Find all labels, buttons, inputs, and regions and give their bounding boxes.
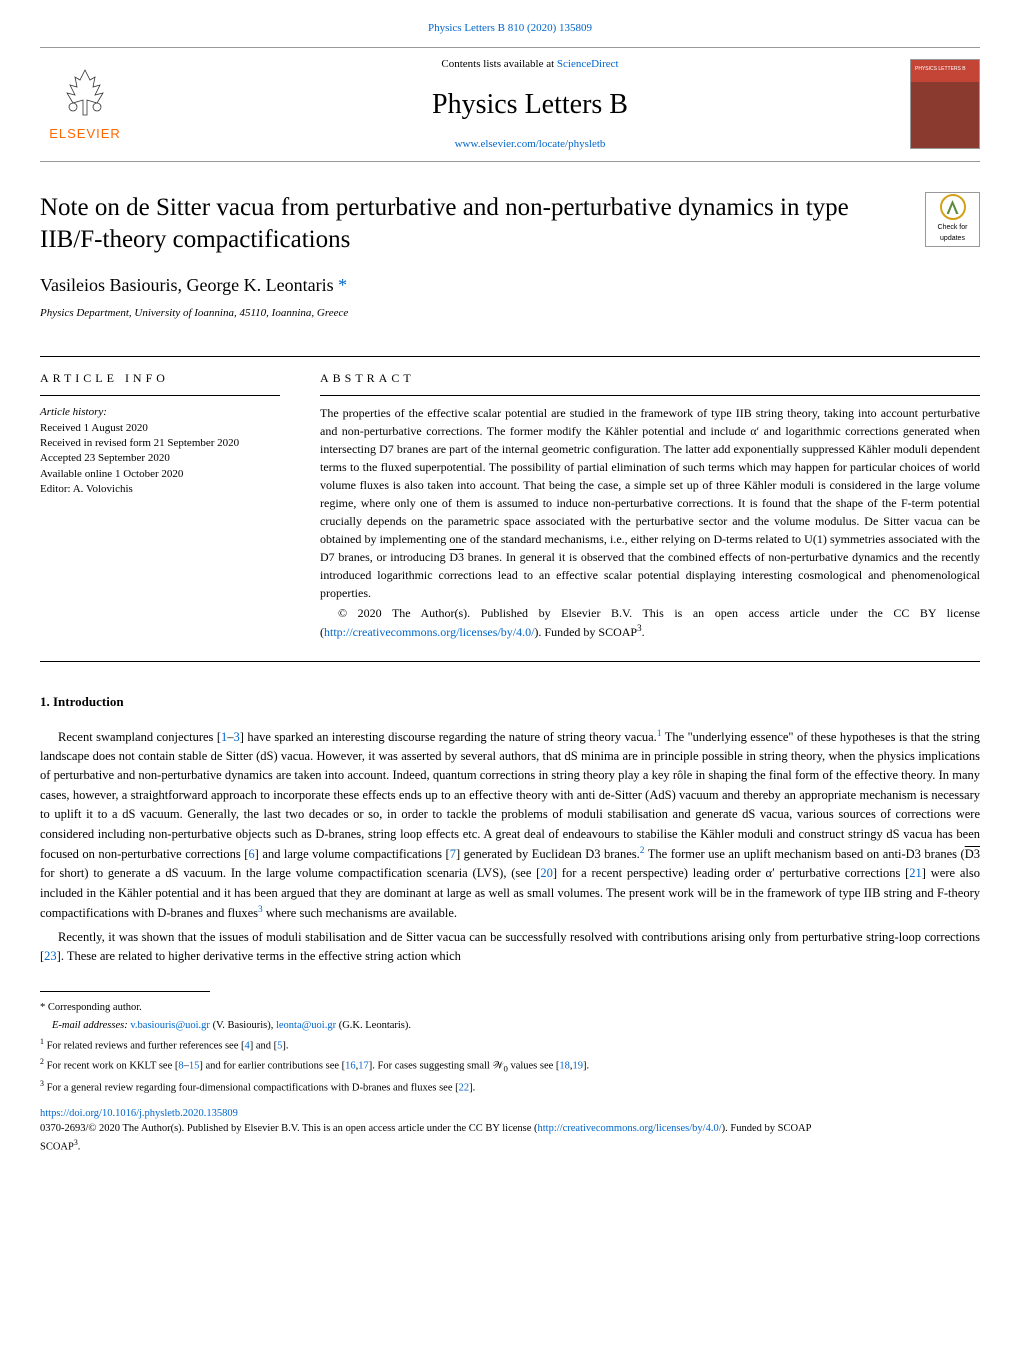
ref-link[interactable]: 17 [358,1061,369,1072]
body-paragraph: Recent swampland conjectures [1–3] have … [40,727,980,924]
ref-link[interactable]: 19 [573,1061,584,1072]
article-title: Note on de Sitter vacua from perturbativ… [40,192,905,257]
abstract-col: abstract The properties of the effective… [320,369,980,641]
journal-homepage-link[interactable]: www.elsevier.com/locate/physletb [455,138,606,150]
copyright-footer: 0370-2693/© 2020 The Author(s). Publishe… [40,1122,980,1155]
ref-link[interactable]: 16 [345,1061,356,1072]
doi-link[interactable]: https://doi.org/10.1016/j.physletb.2020.… [40,1108,238,1119]
info-label: article info [40,369,280,387]
history-item: Accepted 23 September 2020 [40,451,280,466]
info-abstract-row: article info Article history: Received 1… [40,369,980,641]
journal-header: ELSEVIER Contents lists available at Sci… [40,47,980,162]
check-updates-label: Check for updates [926,223,979,244]
history-item: Editor: A. Volovichis [40,482,280,497]
footnote-divider [40,991,210,992]
footnote-1: 1 For related reviews and further refere… [40,1036,980,1054]
email-link[interactable]: leonta@uoi.gr [276,1020,336,1031]
abstract-divider [320,395,980,396]
article-info-col: article info Article history: Received 1… [40,369,280,641]
history-item: Received in revised form 21 September 20… [40,436,280,451]
abstract-text: The properties of the effective scalar p… [320,404,980,602]
elsevier-label: ELSEVIER [49,124,121,144]
history-label: Article history: [40,404,280,421]
journal-cover: PHYSICS LETTERS B [910,59,980,149]
authors: Vasileios Basiouris, George K. Leontaris… [40,272,905,299]
citation-link[interactable]: Physics Letters B 810 (2020) 135809 [428,22,592,34]
footnote-2: 2 For recent work on KKLT see [8–15] and… [40,1056,980,1076]
history-item: Received 1 August 2020 [40,421,280,436]
sciencedirect-link[interactable]: ScienceDirect [557,58,619,70]
footnote-3: 3 For a general review regarding four-di… [40,1078,980,1096]
divider [40,661,980,662]
ref-link[interactable]: 18 [559,1061,570,1072]
ref-link[interactable]: 21 [909,866,922,880]
ref-link[interactable]: 15 [189,1061,200,1072]
ref-link[interactable]: 22 [459,1082,470,1093]
affiliation: Physics Department, University of Ioanni… [40,305,905,322]
ref-link[interactable]: 23 [44,949,57,963]
info-divider [40,395,280,396]
top-citation: Physics Letters B 810 (2020) 135809 [40,20,980,37]
journal-title: Physics Letters B [150,84,910,126]
header-center: Contents lists available at ScienceDirec… [150,56,910,153]
journal-homepage: www.elsevier.com/locate/physletb [150,136,910,153]
abstract-copyright: © 2020 The Author(s). Published by Elsev… [320,604,980,641]
check-updates-badge[interactable]: Check for updates [925,192,980,247]
check-updates-icon [940,194,966,220]
footnote-email: E-mail addresses: v.basiouris@uoi.gr (V.… [40,1018,980,1034]
cc-license-link[interactable]: http://creativecommons.org/licenses/by/4… [538,1123,722,1134]
cc-license-link[interactable]: http://creativecommons.org/licenses/by/4… [324,625,534,639]
section-heading: 1. Introduction [40,692,980,712]
cover-text: PHYSICS LETTERS B [915,66,966,74]
divider [40,356,980,357]
ref-link[interactable]: 20 [540,866,553,880]
body-paragraph: Recently, it was shown that the issues o… [40,928,980,967]
title-section: Note on de Sitter vacua from perturbativ… [40,192,980,342]
corresponding-mark[interactable]: * [338,275,347,295]
history-item: Available online 1 October 2020 [40,467,280,482]
elsevier-logo: ELSEVIER [40,59,130,149]
contents-available: Contents lists available at ScienceDirec… [150,56,910,73]
abstract-label: abstract [320,369,980,387]
elsevier-tree-icon [55,65,115,120]
footnote-corresponding: * Corresponding author. [40,1000,980,1016]
email-link[interactable]: v.basiouris@uoi.gr [130,1020,210,1031]
doi: https://doi.org/10.1016/j.physletb.2020.… [40,1106,980,1122]
